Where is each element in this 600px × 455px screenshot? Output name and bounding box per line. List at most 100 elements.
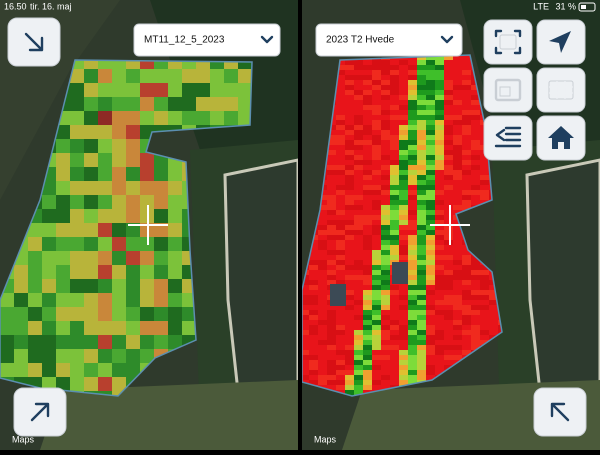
heatmap-cell [154,321,168,335]
heatmap-cell [390,95,399,100]
heatmap-cell [453,345,462,350]
heatmap-cell [399,350,408,355]
heatmap-cell [417,115,426,120]
heatmap-cell [56,209,70,223]
heatmap-cell [435,290,444,295]
heatmap-cell [372,165,381,170]
heatmap-cell [84,209,98,223]
fullscreen-button[interactable] [483,19,533,65]
heatmap-cell [381,335,390,340]
heatmap-cell [318,380,327,385]
heatmap-cell [363,165,372,170]
heatmap-cell [354,345,363,350]
heatmap-cell [354,75,363,80]
heatmap-cell [390,255,399,260]
heatmap-cell [0,349,14,363]
expand-button[interactable] [7,17,61,67]
expand-button[interactable] [533,387,587,437]
heatmap-cell [417,240,426,245]
layers-button[interactable] [483,115,533,161]
heatmap-cell [444,270,453,275]
heatmap-cell [381,275,390,280]
heatmap-cell [154,69,168,83]
heatmap-cell [28,307,42,321]
heatmap-cell [363,155,372,160]
heatmap-cell [56,307,70,321]
heatmap-cell [168,265,182,279]
heatmap-cell [435,100,444,105]
heatmap-cell [453,95,462,100]
heatmap-cell [345,295,354,300]
heatmap-cell [372,275,381,280]
heatmap-cell [345,215,354,220]
heatmap-cell [453,355,462,360]
heatmap-cell [444,145,453,150]
heatmap-cell [417,125,426,130]
heatmap-cell [390,160,399,165]
heatmap-cell [471,195,480,200]
heatmap-cell [480,320,489,325]
heatmap-cell [336,260,345,265]
heatmap-cell [354,250,363,255]
heatmap-cell [408,360,417,365]
heatmap-cell [126,251,140,265]
heatmap-cell [354,115,363,120]
heatmap-cell [417,135,426,140]
heatmap-cell [363,90,372,95]
heatmap-cell [14,363,28,377]
heatmap-cell [98,60,112,69]
heatmap-cell [182,111,196,125]
image-button[interactable] [483,67,533,113]
heatmap-cell [453,170,462,175]
heatmap-cell [462,170,471,175]
heatmap-cell [363,315,372,320]
heatmap-cell [354,335,363,340]
locate-button[interactable] [536,19,586,65]
heatmap-cell [336,105,345,110]
home-button[interactable] [536,115,586,161]
heatmap-cell [417,60,426,65]
heatmap-cell [426,150,435,155]
heatmap-cell [435,280,444,285]
heatmap-cell [480,190,489,195]
heatmap-cell [42,363,56,377]
heatmap-cell [327,210,336,215]
heatmap-cell [471,110,480,115]
heatmap-cell [390,130,399,135]
heatmap-cell [372,130,381,135]
heatmap-cell [399,310,408,315]
heatmap-cell [112,97,126,111]
heatmap-cell [408,240,417,245]
heatmap-cell [98,195,112,209]
expand-button[interactable] [13,387,67,437]
heatmap-cell [354,310,363,315]
layer-dropdown[interactable]: MT11_12_5_2023 [133,23,281,57]
layer-dropdown[interactable]: 2023 T2 Hvede [315,23,463,57]
heatmap-cell [336,270,345,275]
heatmap-cell [126,153,140,167]
heatmap-cell [309,370,318,375]
heatmap-cell [480,295,489,300]
heatmap-cell [336,305,345,310]
heatmap-cell [399,375,408,380]
heatmap-cell [154,279,168,293]
heatmap-cell [70,293,84,307]
heatmap-cell [345,370,354,375]
heatmap-cell [417,315,426,320]
heatmap-cell [336,190,345,195]
heatmap-cell [327,385,336,390]
heatmap-cell [56,139,70,153]
heatmap-cell [336,185,345,190]
heatmap-cell [309,250,318,255]
heatmap-cell [345,195,354,200]
heatmap-cell [70,69,84,83]
heatmap-cell [390,365,399,370]
table-button[interactable] [536,67,586,113]
heatmap-cell [408,70,417,75]
heatmap-cell [444,195,453,200]
heatmap-cell [354,105,363,110]
heatmap-cell [363,295,372,300]
heatmap-cell [345,150,354,155]
heatmap-cell [309,335,318,340]
heatmap-cell [354,295,363,300]
